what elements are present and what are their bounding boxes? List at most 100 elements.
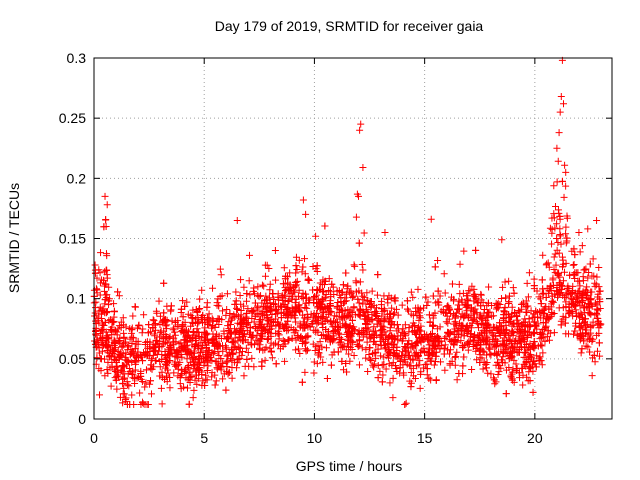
data-point [224, 357, 232, 365]
data-point [209, 322, 217, 330]
data-point [163, 358, 171, 366]
data-point [137, 375, 145, 383]
data-point [569, 261, 577, 269]
data-point [392, 352, 400, 360]
data-point [584, 274, 592, 282]
data-point [182, 348, 190, 356]
data-point [217, 355, 225, 363]
data-point [261, 261, 269, 269]
data-point [591, 358, 599, 366]
data-point [164, 366, 172, 374]
data-point [391, 309, 399, 317]
data-point [223, 352, 231, 360]
data-point [525, 269, 533, 277]
data-point [179, 297, 187, 305]
data-point [314, 287, 322, 295]
data-point [348, 316, 356, 324]
data-point [149, 316, 157, 324]
data-point [405, 324, 413, 332]
data-point [227, 329, 235, 337]
data-point [313, 262, 321, 270]
data-point [500, 340, 508, 348]
data-point [116, 339, 124, 347]
data-point [414, 285, 422, 293]
data-point [215, 302, 223, 310]
data-point [115, 292, 123, 300]
data-point [113, 328, 121, 336]
data-point [160, 327, 168, 335]
data-point [515, 307, 523, 315]
data-point [339, 320, 347, 328]
data-point [113, 362, 121, 370]
data-point [288, 334, 296, 342]
data-point [409, 356, 417, 364]
data-point [188, 372, 196, 380]
data-point [460, 247, 468, 255]
data-point [380, 316, 388, 324]
data-point [334, 323, 342, 331]
data-point [509, 365, 517, 373]
data-point [254, 339, 262, 347]
data-point [224, 322, 232, 330]
data-point [426, 346, 434, 354]
data-point [436, 323, 444, 331]
data-point [409, 293, 417, 301]
data-point [485, 283, 493, 291]
data-point [92, 317, 100, 325]
data-point [321, 277, 329, 285]
data-point [168, 317, 176, 325]
data-point [382, 365, 390, 373]
data-point [174, 354, 182, 362]
data-point [567, 295, 575, 303]
data-point [120, 363, 128, 371]
data-point [142, 379, 150, 387]
data-point [226, 328, 234, 336]
data-point [507, 339, 515, 347]
data-point [326, 338, 334, 346]
data-point [427, 357, 435, 365]
data-point [181, 302, 189, 310]
data-point [596, 287, 604, 295]
data-point [304, 275, 312, 283]
data-point [330, 348, 338, 356]
data-point [158, 356, 166, 364]
data-point [441, 341, 449, 349]
data-point [530, 338, 538, 346]
data-point [271, 246, 279, 254]
data-point [513, 365, 521, 373]
data-point [579, 273, 587, 281]
data-point [251, 312, 259, 320]
data-point [423, 365, 431, 373]
data-point [415, 309, 423, 317]
data-point [215, 352, 223, 360]
data-point [530, 310, 538, 318]
data-point [302, 290, 310, 298]
data-point [335, 308, 343, 316]
data-point [196, 304, 204, 312]
data-point [508, 347, 516, 355]
data-point [370, 360, 378, 368]
data-point [229, 337, 237, 345]
data-point [199, 377, 207, 385]
data-point [428, 330, 436, 338]
data-point [152, 307, 160, 315]
data-point [420, 331, 428, 339]
data-point [91, 309, 99, 317]
data-point [335, 330, 343, 338]
data-point [584, 225, 592, 233]
data-point [538, 329, 546, 337]
data-point [209, 284, 217, 292]
data-point [578, 314, 586, 322]
data-point [372, 340, 380, 348]
data-point [497, 364, 505, 372]
data-point [358, 327, 366, 335]
data-point [327, 318, 335, 326]
data-point [93, 286, 101, 294]
data-point [126, 351, 134, 359]
data-point [546, 282, 554, 290]
data-point [178, 370, 186, 378]
data-point [131, 366, 139, 374]
y-tick-label: 0.3 [67, 50, 87, 66]
data-point [539, 349, 547, 357]
data-point [545, 336, 553, 344]
